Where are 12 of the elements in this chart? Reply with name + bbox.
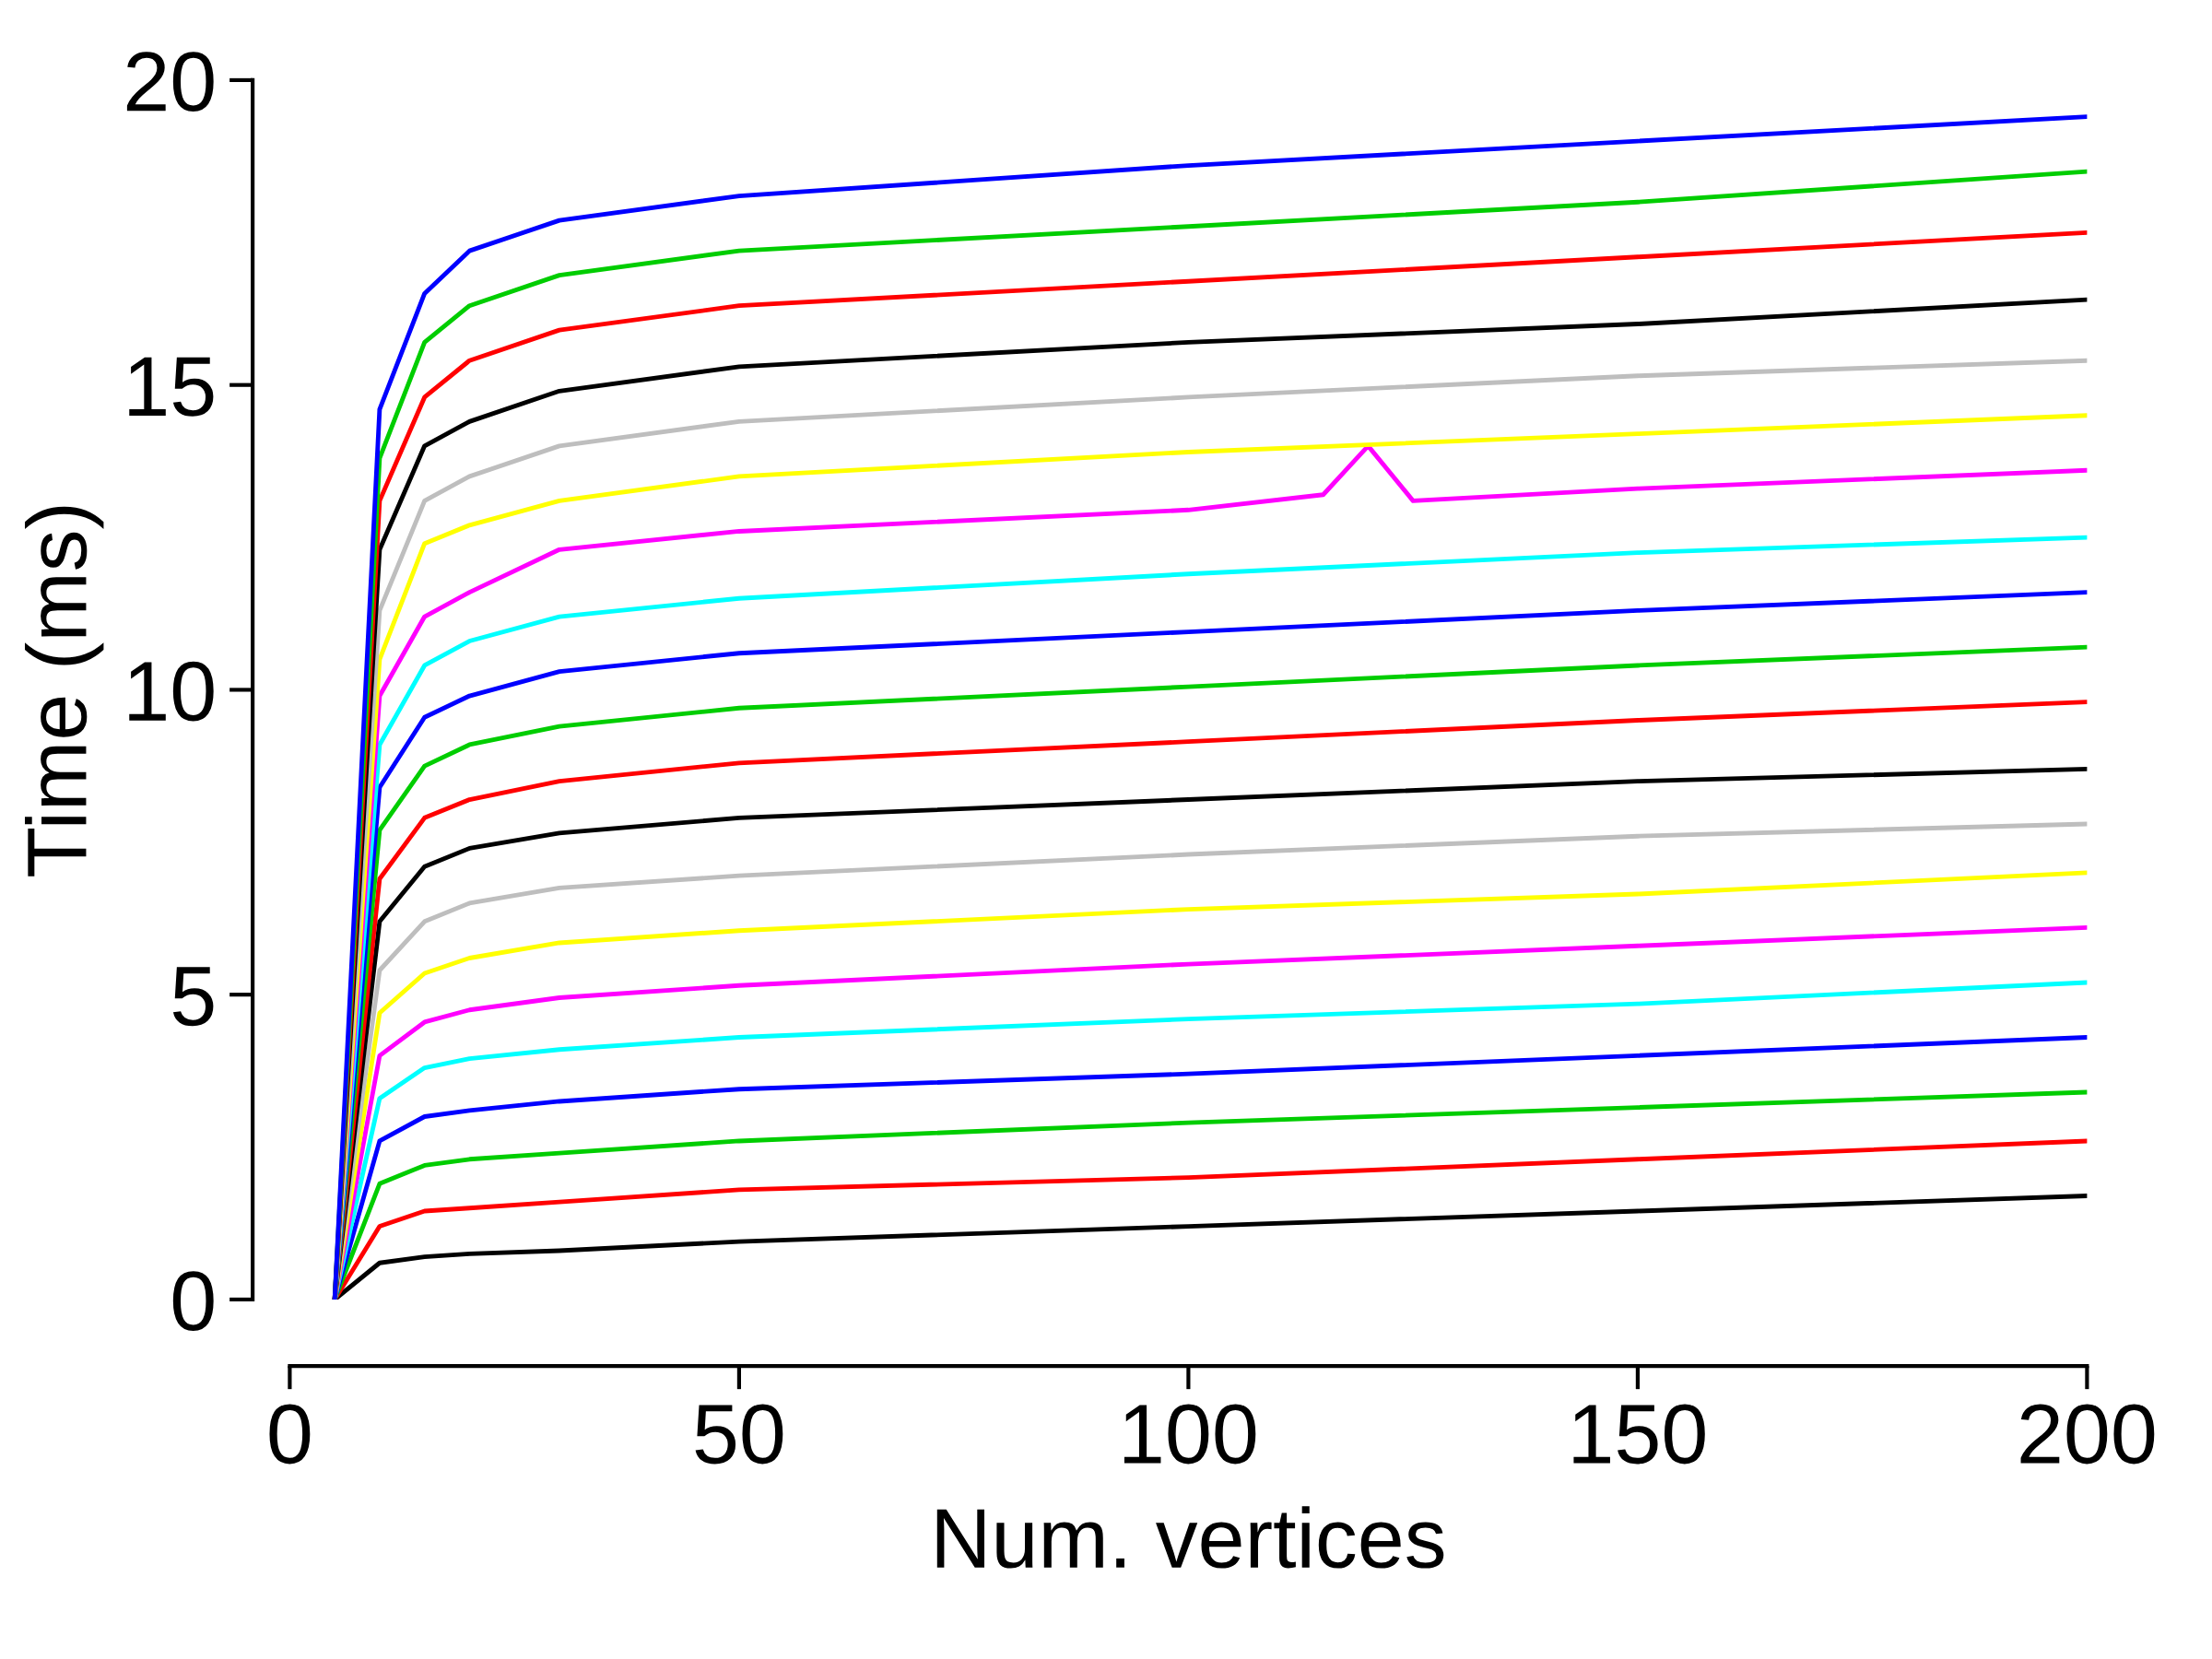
x-tick-label: 200 <box>2020 1404 2155 1465</box>
y-axis-title: Time (ms) <box>25 506 104 877</box>
y-tick-label: 0 <box>172 1271 214 1332</box>
x-axis-title: Num. vertices <box>936 1506 1444 1569</box>
y-tick-label: 20 <box>126 52 214 112</box>
y-tick-label: 5 <box>172 967 214 1027</box>
y-tick-label: 15 <box>129 357 214 417</box>
x-tick-label: 50 <box>695 1404 783 1465</box>
x-tick-label: 0 <box>269 1404 311 1465</box>
x-tick-label: 100 <box>1124 1404 1256 1465</box>
x-tick-label: 150 <box>1573 1404 1705 1465</box>
y-tick-label: 10 <box>129 661 214 722</box>
